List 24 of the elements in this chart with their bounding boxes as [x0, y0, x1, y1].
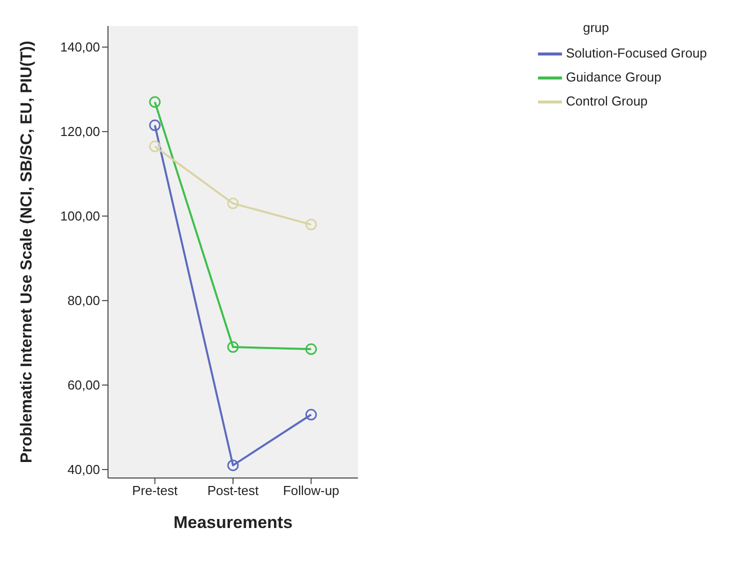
y-axis-title: Problematic Internet Use Scale (NCI, SB/SC, EU, PIU(T)) — [18, 40, 36, 464]
x-tick-label: Follow-up — [282, 483, 340, 498]
legend-label: Solution-Focused Group — [566, 45, 707, 60]
y-tick-label: 40,00 — [67, 462, 100, 478]
point — [149, 96, 161, 108]
x-axis-title: Measurements — [173, 513, 293, 532]
point — [227, 198, 239, 210]
x-tick-label: Post-test — [207, 483, 260, 498]
point — [305, 218, 317, 230]
y-tick-label: 100,00 — [60, 208, 100, 224]
y-tick-label: 140,00 — [60, 40, 100, 55]
legend-label: Guidance Group — [566, 69, 662, 84]
point — [305, 343, 317, 355]
legend-title: grup — [583, 20, 610, 35]
point — [227, 460, 239, 472]
point — [227, 341, 239, 353]
point — [149, 140, 161, 152]
y-tick-label: 80,00 — [67, 293, 100, 308]
y-tick-label: 60,00 — [67, 378, 100, 393]
point — [305, 408, 317, 420]
point — [149, 120, 161, 132]
legend-label: Control Group — [566, 93, 648, 108]
x-tick-label: Pre-test — [132, 483, 178, 498]
y-tick-label: 120,00 — [60, 124, 100, 140]
